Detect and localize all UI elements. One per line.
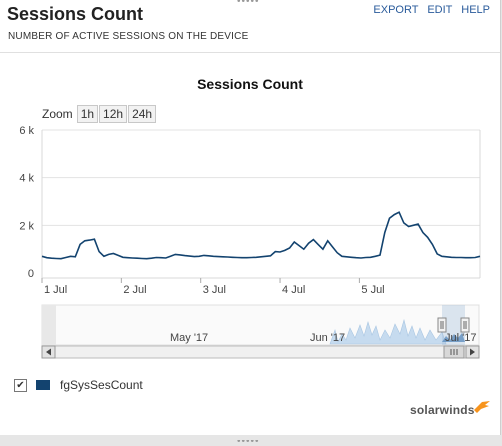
zoom-1h-button[interactable]: 1h	[76, 105, 99, 123]
navigator-right-handle[interactable]	[460, 317, 470, 333]
edit-link[interactable]: EDIT	[427, 4, 453, 16]
export-link[interactable]: EXPORT	[373, 4, 419, 16]
series-color-swatch	[36, 380, 50, 390]
series-line	[41, 211, 481, 260]
widget-subtitle: NUMBER OF ACTIVE SESSIONS ON THE DEVICE	[8, 31, 249, 42]
nav-label-jul: Jul '17	[445, 332, 476, 344]
zoom-label: Zoom	[42, 107, 73, 121]
arrow-left-icon	[46, 348, 51, 356]
navigator[interactable]: May '17 Jun '17 Jul '17	[41, 304, 480, 346]
navigator-scrollbar[interactable]	[41, 345, 480, 359]
help-link[interactable]: HELP	[461, 4, 490, 16]
bottom-resize-grip[interactable]: •••••	[237, 440, 259, 444]
x-tick-label: 1 Jul	[44, 284, 67, 296]
solarwinds-logo: solarwinds	[410, 403, 475, 417]
arrow-right-icon	[470, 348, 475, 356]
chart-title: Sessions Count	[197, 76, 303, 92]
y-tick-label: 2 k	[19, 220, 34, 232]
widget-title: Sessions Count	[7, 4, 144, 24]
x-tick-label: 4 Jul	[282, 284, 305, 296]
zoom-12h-button[interactable]: 12h	[99, 105, 128, 123]
sessions-chart: 6 k 4 k 2 k 0 1 Jul 2 Jul 3 Jul 4 Jul 5 Jul May…	[19, 125, 481, 359]
widget-actions: EXPORT EDIT HELP	[367, 4, 490, 16]
solarwinds-bird-icon	[474, 401, 490, 413]
nav-label-jun: Jun '17	[310, 332, 345, 344]
series-name[interactable]: fgSysSesCount	[60, 378, 143, 392]
zoom-controls: Zoom 1h 12h 24h	[42, 105, 157, 123]
top-resize-grip[interactable]: •••••	[237, 0, 259, 4]
y-tick-label: 4 k	[19, 173, 34, 185]
y-tick-label: 6 k	[19, 125, 34, 137]
nav-label-may: May '17	[170, 332, 208, 344]
series-checkbox[interactable]: ✔	[14, 378, 27, 392]
x-tick-label: 3 Jul	[203, 284, 226, 296]
y-tick-label: 0	[28, 268, 34, 280]
x-tick-label: 5 Jul	[361, 284, 384, 296]
navigator-left-handle[interactable]	[437, 317, 447, 333]
navigator-selection[interactable]	[442, 305, 465, 345]
header-divider	[0, 52, 500, 53]
legend: ✔ fgSysSesCount	[14, 378, 143, 392]
widget-panel: ••••• Sessions Count NUMBER OF ACTIVE SE…	[0, 0, 501, 435]
x-tick-label: 2 Jul	[123, 284, 146, 296]
navigator-series	[329, 318, 447, 345]
zoom-24h-button[interactable]: 24h	[128, 105, 157, 123]
